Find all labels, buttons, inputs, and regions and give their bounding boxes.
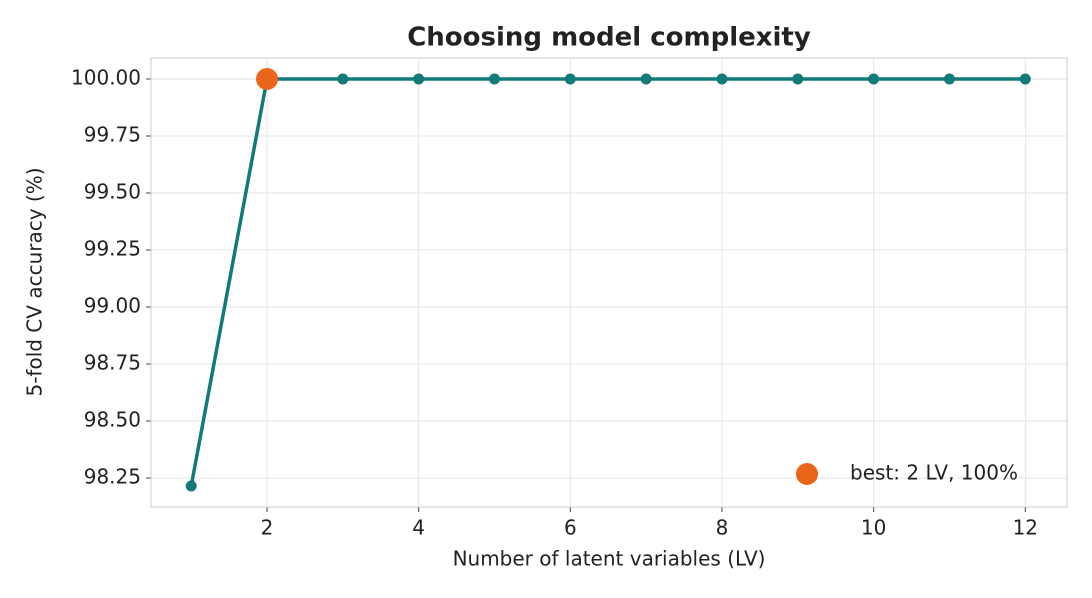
legend-label: best: 2 LV, 100% [850, 461, 1018, 485]
x-tick-label: 10 [861, 516, 886, 540]
y-tick-label: 98.25 [84, 465, 141, 489]
y-tick-label: 99.00 [84, 294, 141, 318]
y-tick-label: 98.75 [84, 351, 141, 375]
point [868, 73, 880, 85]
point [489, 73, 500, 85]
point [792, 73, 804, 85]
point [640, 73, 652, 85]
y-tick-label: 99.50 [84, 179, 141, 203]
y-tick-label: 98.50 [84, 408, 141, 432]
x-axis-label: Number of latent variables (LV) [453, 547, 766, 571]
point [413, 73, 425, 85]
x-tick-label: 6 [564, 516, 577, 540]
plot-frame [150, 57, 1068, 508]
y-tick-label: 100.00 [71, 65, 141, 89]
point [564, 73, 576, 85]
y-tick-label: 99.25 [84, 237, 141, 261]
point [716, 73, 728, 85]
point [185, 480, 197, 492]
y-axis-label: 5-fold CV accuracy (%) [23, 167, 47, 396]
x-tick-label: 2 [261, 516, 274, 540]
point [337, 73, 349, 85]
x-tick-label: 4 [412, 516, 425, 540]
x-tick-label: 8 [716, 516, 729, 540]
line [189, 77, 1026, 487]
legend-marker [796, 463, 818, 485]
x-tick-label: 12 [1013, 516, 1038, 540]
point [1019, 73, 1031, 85]
point [943, 73, 955, 85]
y-tick-label: 99.75 [84, 122, 141, 146]
best-point [256, 67, 279, 90]
chart-title: Choosing model complexity [407, 23, 811, 53]
